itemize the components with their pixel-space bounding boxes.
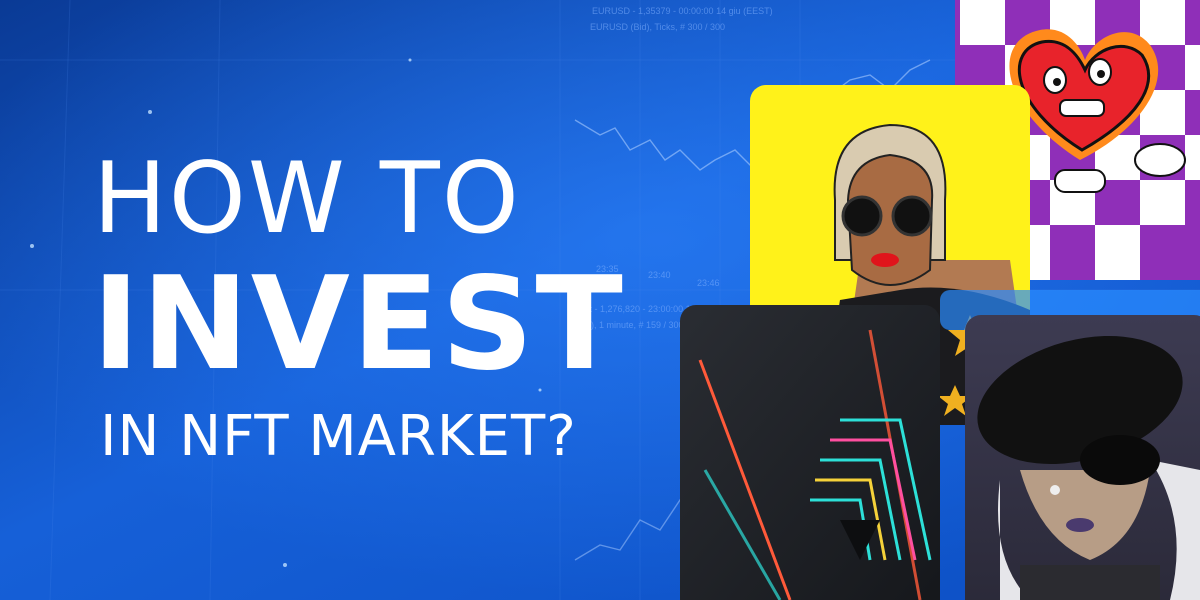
chart-labels: EURUSD - 1,35379 - 00:00:00 14 giu (EEST… — [575, 6, 773, 330]
chart-label: EURUSD - 1,35379 - 00:00:00 14 giu (EEST… — [592, 6, 773, 16]
nft-card-hat — [940, 290, 1200, 600]
chart-label: (Bid), 1 minute, # 159 / 300, Logar — [575, 320, 712, 330]
chart-label: 23:35 — [596, 264, 619, 274]
chart-label: spot - 1,276,820 - 23:00:00 13 giu (CEST… — [575, 304, 743, 314]
headline-line1: HOW TO — [93, 142, 521, 256]
glow-dots — [30, 58, 542, 567]
price-line — [574, 59, 931, 171]
headline-line3: IN NFT MARKET? — [100, 404, 577, 469]
headline-line2: INVEST — [92, 250, 625, 399]
nft-card-abstract — [680, 305, 940, 600]
chart-label: EURUSD (Bid), Ticks, # 300 / 300 — [590, 22, 725, 32]
chart-label: 23:40 — [648, 270, 671, 280]
chart-label: 23:46 — [697, 278, 720, 288]
nft-card-heart — [955, 0, 1200, 280]
